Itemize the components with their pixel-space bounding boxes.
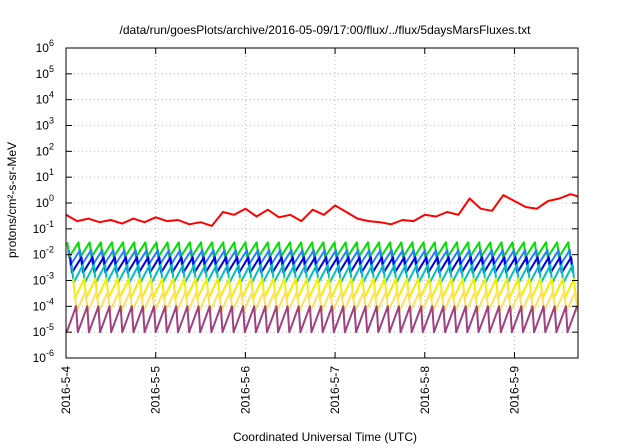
x-tick-label: 2016-5-8 (418, 366, 432, 414)
y-tick-label: 10-5 (33, 322, 54, 339)
x-tick-label: 2016-5-5 (149, 366, 163, 414)
series-line (65, 193, 579, 227)
y-tick-label: 101 (36, 167, 54, 184)
axes: 10-6 10-5 10-4 10-3 10-2 10-1 100 101 102 103 104 1… (33, 38, 579, 414)
x-tick-label: 2016-5-7 (328, 366, 342, 414)
x-tick-label: 2016-5-9 (507, 366, 521, 414)
series-line (65, 305, 578, 334)
x-tick-label: 2016-5-4 (59, 366, 73, 414)
series-line (67, 249, 573, 266)
series-line (69, 256, 574, 274)
y-tick-label: 102 (36, 141, 54, 158)
y-tick-label: 10-1 (33, 219, 54, 236)
y-tick-label: 10-4 (33, 296, 54, 313)
series-line (66, 241, 571, 259)
y-tick-label: 106 (36, 38, 54, 55)
series-line (73, 289, 579, 314)
y-tick-label: 100 (36, 193, 54, 210)
y-tick-label: 105 (36, 64, 54, 81)
y-tick-label: 10-2 (33, 245, 54, 262)
x-axis-label: Coordinated Universal Time (UTC) (233, 430, 417, 444)
chart-title: /data/run/goesPlots/archive/2016-05-09/1… (120, 23, 532, 37)
series-line (70, 263, 576, 284)
y-tick-label: 10-6 (33, 348, 54, 365)
x-tick-label: 2016-5-6 (238, 366, 252, 414)
y-tick-label: 104 (36, 90, 54, 107)
y-tick-label: 103 (36, 116, 54, 133)
y-axis-label: protons/cm²-s-sr-MeV (5, 142, 19, 258)
series-line (72, 277, 577, 300)
y-tick-label: 10-3 (33, 271, 54, 288)
series-group (65, 193, 579, 334)
